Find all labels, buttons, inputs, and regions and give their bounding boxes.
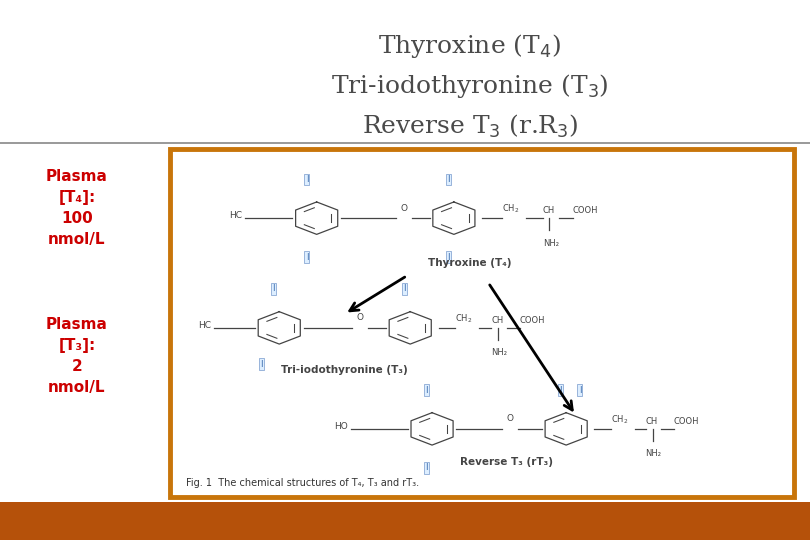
Text: I: I	[403, 285, 406, 294]
Text: I: I	[260, 360, 262, 369]
Text: Thyroxine (T₄): Thyroxine (T₄)	[428, 259, 511, 268]
Text: CH$_2$: CH$_2$	[454, 313, 472, 325]
Text: I: I	[305, 175, 308, 184]
FancyBboxPatch shape	[170, 148, 794, 497]
Text: HC: HC	[198, 321, 211, 330]
Text: I: I	[578, 386, 581, 395]
Text: Thyroxine (T$_4$): Thyroxine (T$_4$)	[378, 32, 561, 60]
Text: HC: HC	[229, 211, 242, 220]
Text: Plasma
[T₄]:
100
nmol/L: Plasma [T₄]: 100 nmol/L	[46, 169, 108, 247]
Text: O: O	[400, 204, 407, 213]
Text: COOH: COOH	[573, 206, 599, 215]
Text: I: I	[425, 463, 428, 472]
Text: Tri-iodothyronine (T$_3$): Tri-iodothyronine (T$_3$)	[331, 72, 608, 100]
Text: NH₂: NH₂	[491, 348, 507, 357]
Text: COOH: COOH	[519, 316, 545, 325]
Text: I: I	[447, 175, 450, 184]
Text: CH$_2$: CH$_2$	[611, 414, 628, 426]
Text: I: I	[559, 386, 561, 395]
Text: CH$_2$: CH$_2$	[502, 203, 520, 215]
Text: O: O	[506, 415, 514, 423]
Text: Reverse T$_3$ (r.R$_3$): Reverse T$_3$ (r.R$_3$)	[361, 113, 578, 140]
Text: NH₂: NH₂	[543, 239, 559, 248]
Text: Reverse T₃ (rT₃): Reverse T₃ (rT₃)	[460, 457, 553, 467]
Text: Tri-iodothyronine (T₃): Tri-iodothyronine (T₃)	[281, 364, 408, 375]
Text: O: O	[357, 314, 364, 322]
Text: CH: CH	[646, 417, 658, 426]
Text: Fig. 1  The chemical structures of T₄, T₃ and rT₃.: Fig. 1 The chemical structures of T₄, T₃…	[185, 478, 419, 488]
Text: I: I	[305, 253, 308, 261]
Text: CH: CH	[491, 316, 504, 325]
Text: NH₂: NH₂	[646, 449, 662, 458]
Text: HO: HO	[334, 422, 347, 431]
Text: I: I	[447, 253, 450, 261]
Text: I: I	[272, 285, 275, 294]
Bar	[0, 502, 810, 540]
Text: I: I	[425, 386, 428, 395]
Text: COOH: COOH	[674, 417, 699, 426]
Text: Plasma
[T₃]:
2
nmol/L: Plasma [T₃]: 2 nmol/L	[46, 318, 108, 395]
Text: CH: CH	[543, 206, 555, 215]
